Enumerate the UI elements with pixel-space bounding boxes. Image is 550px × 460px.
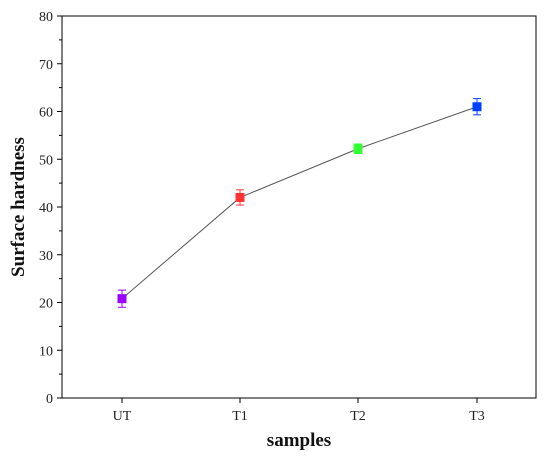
y-axis-title: Surface hardness: [8, 137, 29, 277]
plot-frame: [61, 15, 537, 399]
x-tick-label: T2: [350, 409, 366, 424]
x-tick-label: T1: [232, 409, 248, 424]
y-tick-label: 60: [39, 106, 53, 121]
series-polyline: [121, 106, 478, 300]
y-axis: 0 10 20 30 40 50 60 70 80: [39, 10, 62, 407]
y-tick-label: 70: [39, 58, 53, 73]
y-tick-label: 30: [39, 249, 53, 264]
data-point: [472, 102, 482, 112]
y-tick-label: 50: [39, 153, 53, 168]
y-tick-label: 20: [39, 297, 53, 312]
y-tick-label: 10: [39, 344, 53, 359]
x-axis-title: samples: [267, 430, 331, 451]
x-tick-label: T3: [469, 409, 485, 424]
y-tick-label: 80: [39, 10, 53, 25]
data-point: [235, 192, 245, 202]
data-point: [117, 294, 127, 304]
y-tick-label: 0: [46, 392, 53, 407]
data-point: [353, 144, 363, 154]
data-points: [117, 102, 482, 304]
y-tick-label: 40: [39, 201, 53, 216]
error-bars: [118, 98, 481, 308]
x-axis: UT T1 T2 T3: [113, 398, 485, 424]
x-tick-label: UT: [113, 409, 132, 424]
series-line: [121, 106, 478, 300]
